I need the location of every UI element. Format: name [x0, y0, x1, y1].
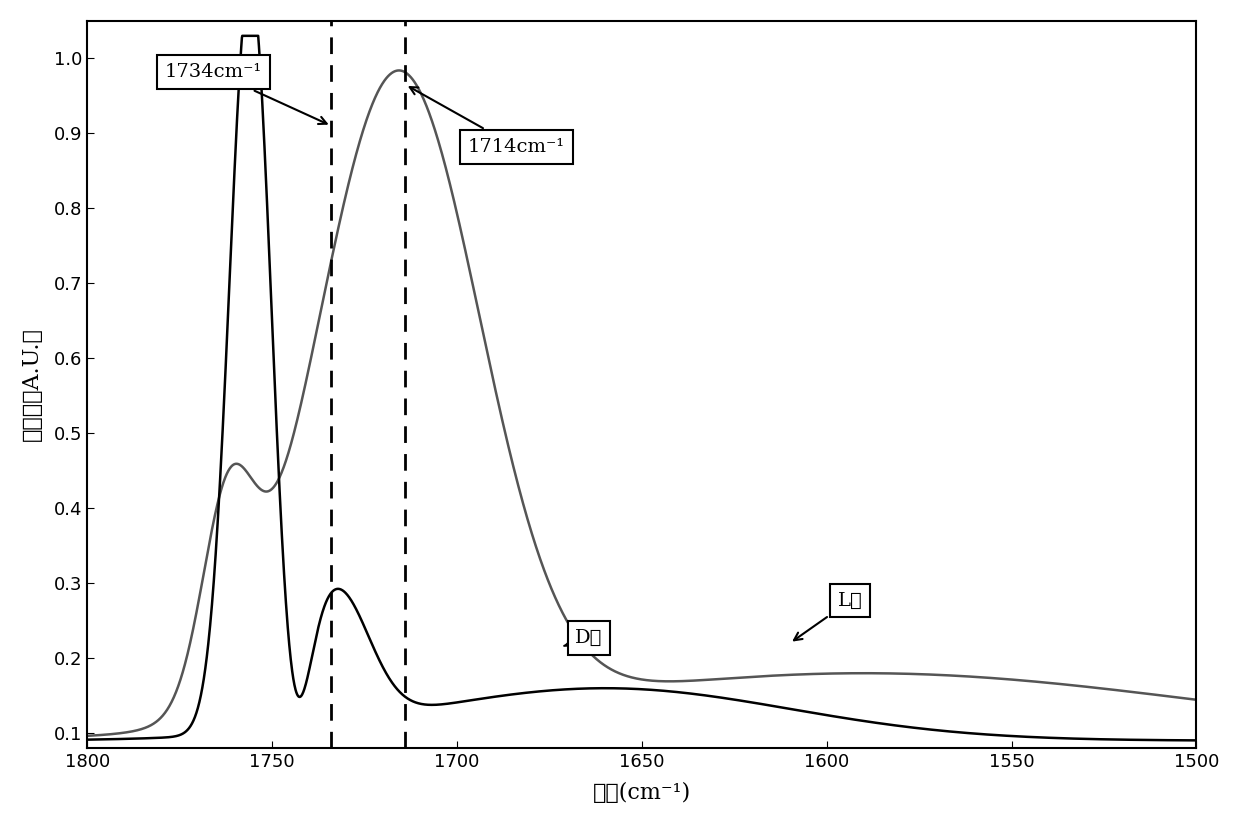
Y-axis label: 吸光度（A.U.）: 吸光度（A.U.）: [21, 328, 43, 441]
Text: D型: D型: [564, 629, 603, 648]
Text: 1714cm⁻¹: 1714cm⁻¹: [409, 87, 565, 156]
Text: L型: L型: [794, 592, 863, 640]
Text: 1734cm⁻¹: 1734cm⁻¹: [165, 63, 326, 124]
X-axis label: 波数(cm⁻¹): 波数(cm⁻¹): [593, 782, 691, 804]
